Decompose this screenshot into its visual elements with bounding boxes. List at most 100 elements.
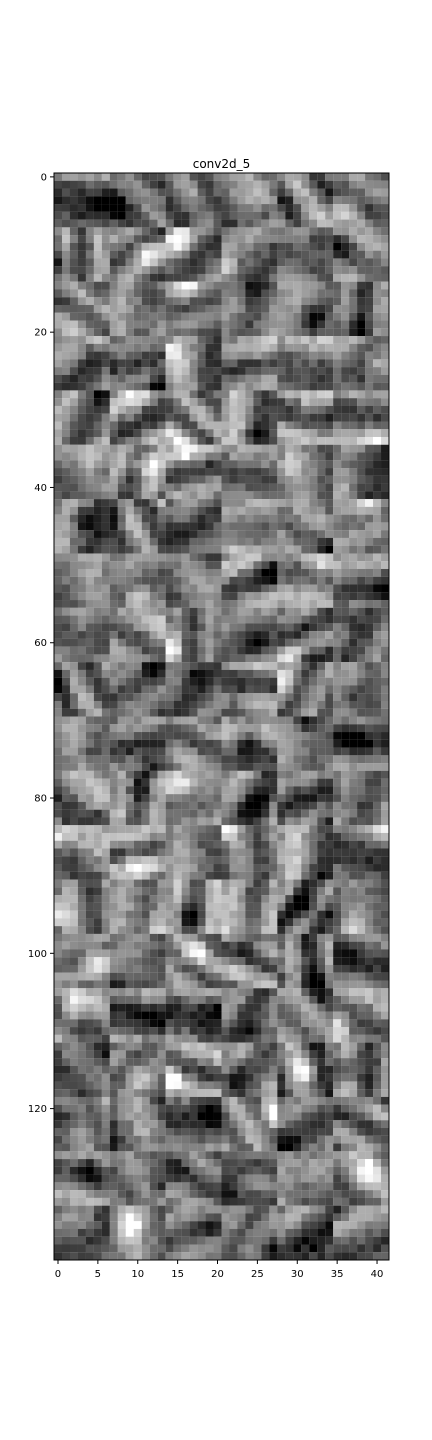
heatmap-cell (261, 196, 270, 205)
heatmap-cell (301, 196, 310, 205)
heatmap-cell (133, 359, 142, 368)
heatmap-cell (245, 398, 254, 406)
heatmap-cell (181, 242, 190, 251)
heatmap-cell (189, 561, 198, 570)
heatmap-cell (93, 615, 102, 624)
heatmap-cell (309, 825, 318, 834)
heatmap-cell (54, 980, 63, 989)
heatmap-cell (285, 359, 294, 368)
heatmap-cell (229, 188, 238, 197)
heatmap-cell (373, 592, 382, 601)
heatmap-cell (181, 328, 190, 337)
heatmap-cell (61, 475, 71, 484)
heatmap-cell (165, 747, 174, 756)
heatmap-cell (253, 514, 262, 523)
heatmap-cell (309, 475, 318, 484)
heatmap-cell (221, 607, 230, 616)
heatmap-cell (357, 809, 366, 818)
heatmap-cell (101, 1058, 110, 1066)
heatmap-cell (93, 716, 102, 725)
heatmap-cell (133, 988, 142, 997)
heatmap-cell (173, 421, 182, 430)
heatmap-cell (141, 367, 150, 375)
heatmap-cell (365, 351, 374, 360)
heatmap-cell (373, 499, 382, 507)
heatmap-cell (333, 623, 342, 632)
heatmap-cell (125, 390, 134, 399)
heatmap-cell (357, 763, 366, 771)
heatmap-cell (133, 1050, 142, 1059)
heatmap-cell (317, 359, 326, 368)
heatmap-cell (309, 918, 318, 927)
heatmap-cell (285, 1019, 294, 1028)
heatmap-cell (125, 405, 134, 414)
heatmap-cell (141, 677, 150, 686)
heatmap-cell (157, 693, 166, 702)
heatmap-cell (205, 996, 214, 1004)
heatmap-cell (101, 180, 110, 189)
heatmap-cell (365, 421, 374, 430)
heatmap-cell (165, 724, 174, 733)
heatmap-cell (157, 794, 166, 802)
heatmap-cell (77, 654, 86, 663)
heatmap-cell (149, 895, 158, 903)
heatmap-cell (165, 825, 174, 834)
heatmap-cell (213, 669, 222, 678)
heatmap-cell (341, 506, 350, 515)
heatmap-cell (301, 336, 310, 344)
heatmap-cell (333, 856, 342, 865)
heatmap-cell (245, 180, 254, 189)
heatmap-cell (221, 646, 230, 655)
heatmap-cell (301, 359, 310, 368)
heatmap-cell (181, 343, 190, 352)
heatmap-cell (229, 918, 238, 927)
heatmap-cell (373, 763, 382, 771)
heatmap-cell (309, 367, 318, 375)
heatmap-cell (277, 235, 286, 243)
heatmap-cell (333, 584, 342, 593)
heatmap-cell (269, 506, 278, 515)
heatmap-cell (173, 297, 182, 306)
heatmap-cell (349, 809, 358, 818)
heatmap-cell (149, 693, 158, 702)
heatmap-cell (325, 623, 334, 632)
heatmap-cell (285, 398, 294, 406)
heatmap-cell (357, 390, 366, 399)
heatmap-cell (85, 755, 94, 764)
heatmap-cell (101, 1089, 110, 1097)
heatmap-cell (69, 483, 78, 492)
heatmap-cell (381, 739, 390, 748)
heatmap-cell (125, 825, 134, 834)
heatmap-cell (301, 654, 310, 663)
heatmap-cell (133, 250, 142, 259)
heatmap-cell (133, 297, 142, 306)
heatmap-cell (77, 1073, 86, 1082)
heatmap-cell (85, 553, 94, 562)
heatmap-cell (149, 770, 158, 779)
heatmap-cell (365, 646, 374, 655)
heatmap-cell (109, 444, 118, 453)
heatmap-cell (54, 972, 63, 981)
heatmap-cell (373, 980, 382, 989)
heatmap-cell (285, 662, 294, 670)
heatmap-cell (333, 646, 342, 655)
heatmap-cell (237, 1034, 246, 1043)
heatmap-cell (269, 817, 278, 826)
heatmap-cell (157, 926, 166, 934)
heatmap-cell (325, 429, 334, 438)
heatmap-cell (173, 576, 182, 585)
heatmap-cell (61, 196, 71, 205)
heatmap-cell (173, 273, 182, 282)
heatmap-cell (317, 382, 326, 391)
heatmap-cell (261, 763, 270, 771)
heatmap-cell (157, 1027, 166, 1035)
heatmap-cell (133, 964, 142, 973)
heatmap-cell (149, 1050, 158, 1059)
heatmap-cell (93, 848, 102, 857)
heatmap-cell (261, 468, 270, 476)
heatmap-cell (277, 405, 286, 414)
heatmap-cell (54, 320, 63, 329)
heatmap-cell (205, 669, 214, 678)
heatmap-cell (173, 770, 182, 779)
heatmap-cell (54, 848, 63, 857)
